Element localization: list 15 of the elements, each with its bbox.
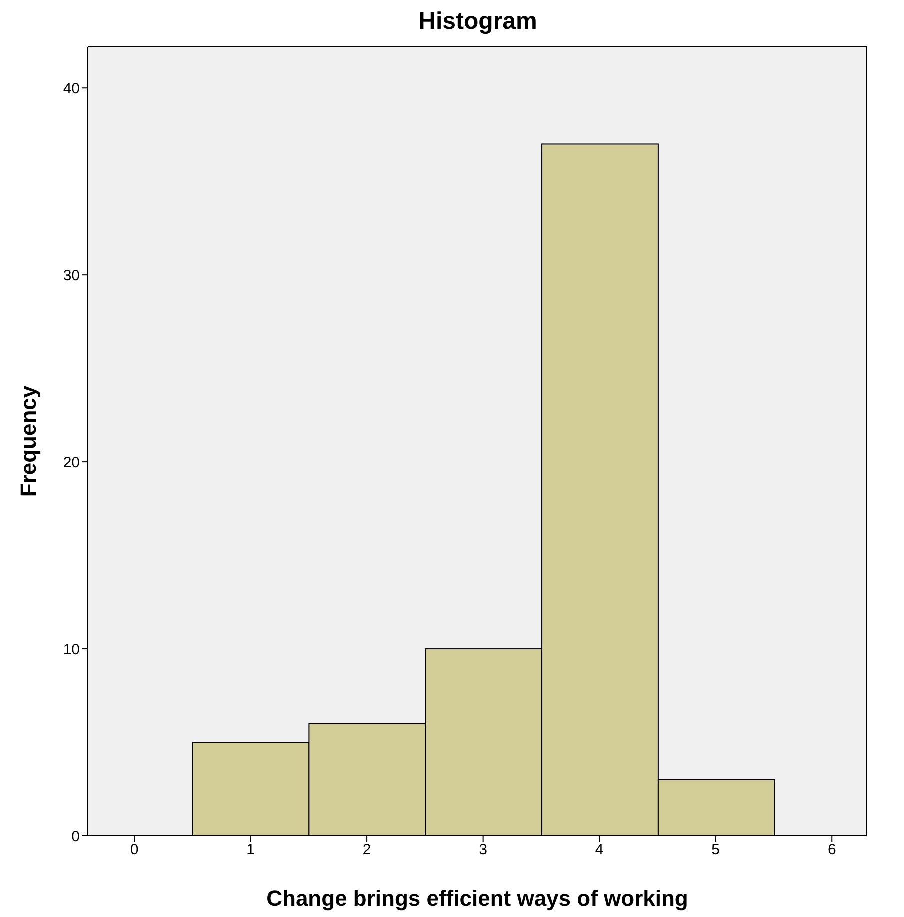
x-tick-label: 4 <box>595 842 604 859</box>
x-tick-label: 0 <box>130 842 139 859</box>
y-tick-label: 30 <box>63 267 80 284</box>
x-tick-label: 5 <box>712 842 720 859</box>
chart-title: Histogram <box>418 8 538 36</box>
y-tick-label: 40 <box>63 80 80 98</box>
x-tick-label: 2 <box>362 842 372 859</box>
x-tick-label: 3 <box>479 842 488 859</box>
x-axis-title: Change brings efficient ways of working <box>266 886 688 911</box>
x-tick-label: 1 <box>246 842 255 859</box>
y-tick-label: 20 <box>63 454 80 472</box>
x-tick-label: 6 <box>828 842 836 859</box>
y-tick-label: 0 <box>72 828 80 846</box>
y-axis-title: Frequency <box>16 385 41 498</box>
y-tick-label: 10 <box>63 641 80 658</box>
